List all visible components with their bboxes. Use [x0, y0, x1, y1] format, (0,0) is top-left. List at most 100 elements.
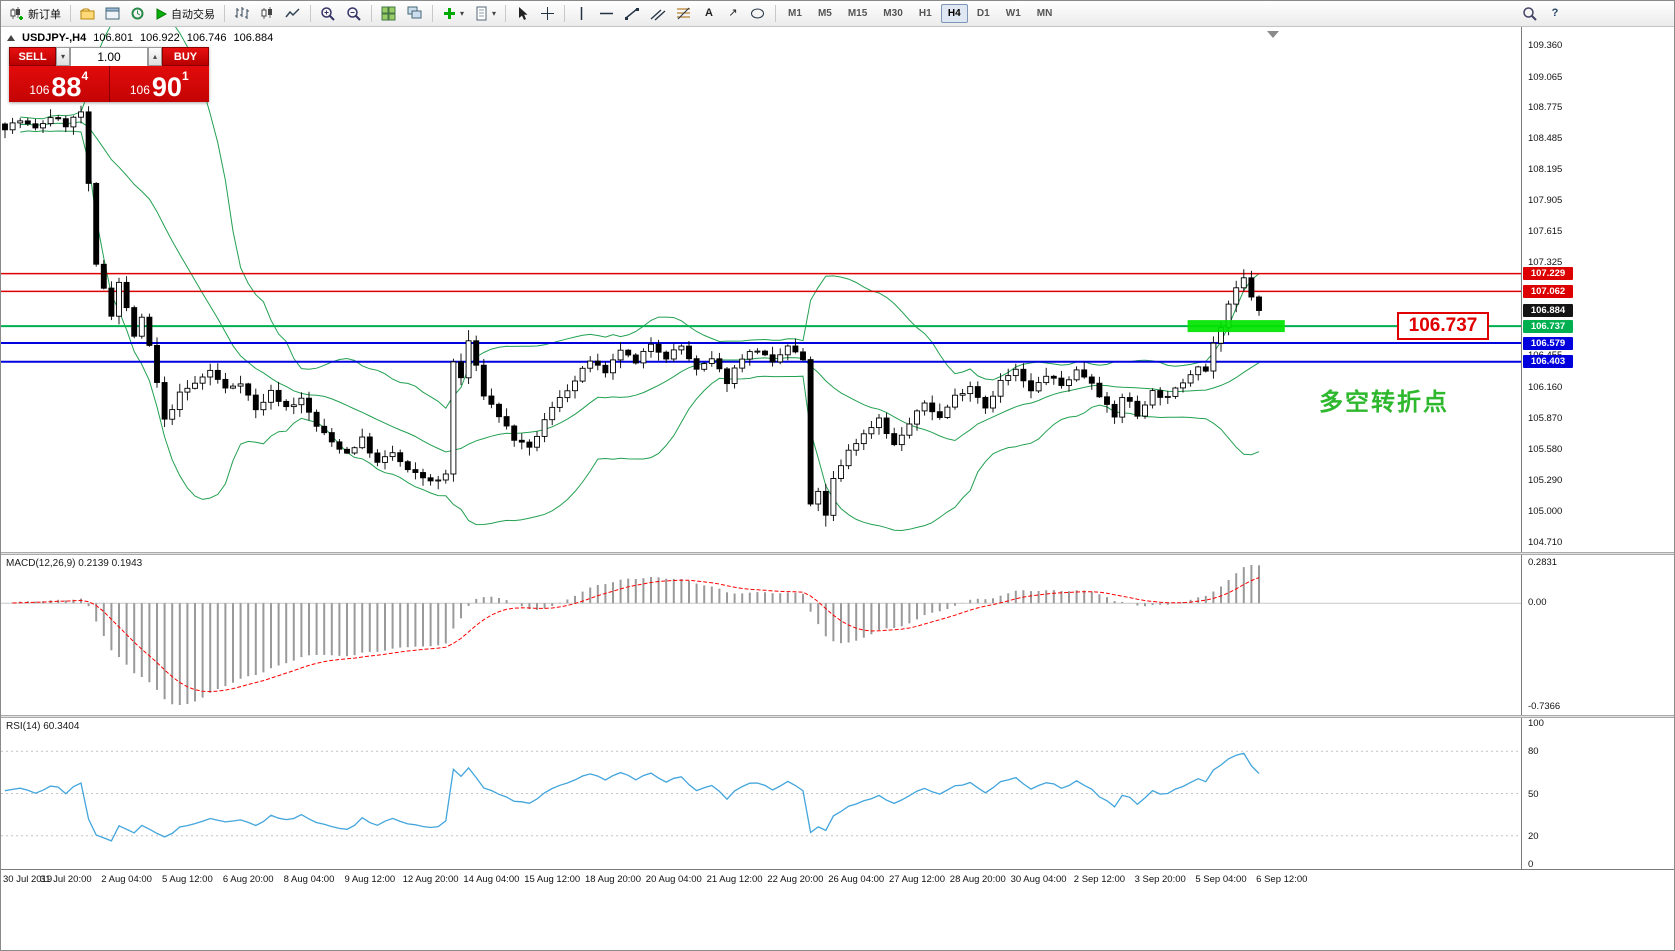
time-axis-label: 15 Aug 12:00 [524, 874, 581, 885]
crosshair-button[interactable] [535, 3, 560, 25]
macd-histogram [11, 565, 1260, 705]
rsi-axis-label: 0 [1528, 859, 1534, 870]
profiles-button[interactable] [75, 3, 100, 25]
toolbar-separator [310, 5, 311, 22]
timeframe-h1-button[interactable]: H1 [912, 4, 939, 23]
buy-button[interactable]: BUY [162, 47, 209, 66]
timeframe-m5-button[interactable]: M5 [811, 4, 839, 23]
time-axis-label: 20 Aug 04:00 [645, 874, 702, 885]
timeframe-w1-button[interactable]: W1 [999, 4, 1028, 23]
bar-chart-button[interactable] [229, 3, 255, 25]
bid-price[interactable]: 106 88 4 [9, 66, 110, 102]
price-axis-label: 107.615 [1528, 226, 1563, 238]
ask-prefix: 106 [129, 83, 150, 97]
timeframe-h4-button[interactable]: H4 [940, 4, 968, 23]
candlestick-chart-button[interactable] [255, 3, 280, 25]
autotrading-button[interactable]: 自动交易 [150, 3, 220, 25]
spinner-up-icon: ▴ [152, 51, 157, 61]
macd-axis-label: 0.2831 [1528, 557, 1558, 568]
line-chart-button[interactable] [280, 3, 306, 25]
rsi-axis-label: 50 [1528, 788, 1539, 800]
cascade-windows-button[interactable] [402, 3, 428, 25]
toolbar-separator [505, 5, 507, 22]
sell-button[interactable]: SELL [9, 47, 56, 66]
annotation-text[interactable]: 多空转折点 [1319, 389, 1449, 416]
macd-axis-label: -0.7366 [1528, 701, 1561, 712]
template-icon [476, 6, 487, 21]
toolbar-separator [564, 5, 566, 22]
time-axis-label: 2 Aug 04:00 [101, 874, 152, 885]
ask-main: 90 [151, 72, 182, 102]
timeframe-m30-button[interactable]: M30 [876, 4, 909, 23]
timeframe-m1-button[interactable]: M1 [781, 4, 809, 23]
time-axis-label: 27 Aug 12:00 [889, 874, 945, 885]
bid-prefix: 106 [29, 83, 50, 97]
zoom-in-button[interactable] [315, 3, 341, 25]
price-axis-badge: 106.737 [1523, 319, 1573, 333]
zoom-out-button[interactable] [341, 3, 367, 25]
new-order-label: 新订单 [28, 8, 61, 21]
ask-price[interactable]: 106 90 1 [109, 66, 209, 102]
bollinger-upper-band [20, 27, 1260, 409]
macd-panel[interactable]: MACD(12,26,9) 0.2139 0.1943 [1, 555, 1521, 715]
search-icon [1523, 6, 1537, 21]
collapse-icon[interactable] [7, 35, 15, 41]
history-center-button[interactable] [125, 3, 150, 25]
toolbar-separator [224, 5, 225, 22]
help-button[interactable]: ? [1543, 3, 1567, 25]
cursor-button[interactable] [510, 3, 535, 25]
horizontal-line-icon [600, 12, 614, 15]
horizontal-line-button[interactable] [594, 3, 619, 25]
bid-sup: 4 [81, 69, 89, 83]
macd-signal-line [12, 577, 1260, 693]
support-highlight-bar[interactable] [1187, 320, 1285, 333]
candles [2, 105, 1262, 527]
timeframe-mn-button[interactable]: MN [1030, 4, 1060, 23]
volume-input[interactable] [71, 48, 147, 66]
trendline-icon [625, 7, 640, 20]
trendline-button[interactable] [619, 3, 645, 25]
templates-button[interactable]: ▾ [469, 3, 501, 25]
fibonacci-button[interactable] [671, 3, 697, 25]
timeframe-d1-button[interactable]: D1 [970, 4, 997, 23]
new-order-button[interactable]: 新订单 [4, 3, 66, 25]
volume-decrease-button[interactable]: ▾ [56, 47, 70, 66]
zoom-out-icon [347, 6, 361, 21]
time-axis[interactable]: 30 Jul 2019 31 Jul 20:00 2 Aug 04:00 5 Aug … [1, 869, 1674, 891]
price-axis[interactable]: 109.360 109.065 108.775 108.485 108.195 107.9… [1521, 27, 1674, 870]
help-icon: ? [1551, 7, 1559, 19]
price-axis-label: 105.580 [1528, 443, 1563, 455]
tile-windows-button[interactable] [376, 3, 402, 25]
terminal-button[interactable] [100, 3, 125, 25]
indicators-button[interactable]: ▾ [437, 3, 469, 25]
history-icon [131, 7, 144, 20]
rsi-axis-label: 100 [1528, 718, 1544, 729]
ohlc-close: 106.884 [233, 32, 274, 44]
dropd own-icon: ▾ [460, 8, 465, 18]
symbol-header: USDJPY-,H4 106.801 106.922 106.746 106.8… [7, 32, 273, 44]
vertical-line-button[interactable] [569, 3, 594, 25]
indicators-plus-icon [444, 8, 455, 19]
rsi-axis-label: 80 [1528, 746, 1539, 758]
price-callout[interactable]: 106.737 [1397, 312, 1489, 340]
rsi-panel[interactable]: RSI(14) 60.3404 [1, 718, 1521, 869]
time-axis-label: 5 Sep 04:00 [1195, 874, 1247, 885]
price-axis-label: 108.485 [1528, 133, 1563, 145]
chart-shift-marker[interactable] [1267, 31, 1279, 38]
channel-button[interactable] [645, 3, 671, 25]
volume-increase-button[interactable]: ▴ [148, 47, 162, 66]
main-chart-panel[interactable]: USDJPY-,H4 106.801 106.922 106.746 106.8… [1, 27, 1521, 552]
search-button[interactable] [1517, 3, 1543, 25]
autotrading-play-icon [156, 7, 168, 20]
arrows-tool-button[interactable]: ↗ [721, 3, 745, 25]
timeframe-m15-button[interactable]: M15 [841, 4, 874, 23]
text-tool-button[interactable]: A [697, 3, 721, 25]
price-axis-label: 107.905 [1528, 195, 1563, 207]
panel-divider-macd[interactable] [1, 552, 1674, 555]
time-axis-label: 26 Aug 04:00 [828, 874, 885, 885]
panel-divider-rsi[interactable] [1, 715, 1674, 718]
shapes-tool-button[interactable] [745, 3, 771, 25]
time-axis-label: 14 Aug 04:00 [463, 874, 520, 885]
vertical-line-icon [580, 7, 583, 20]
